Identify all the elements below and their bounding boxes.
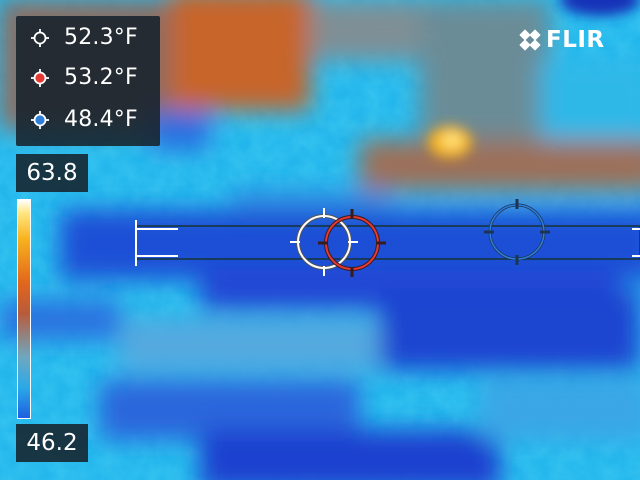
readouts-panel: 52.3°F 53.2°F 48.4°F: [16, 16, 160, 146]
hot-spot-icon: [31, 69, 49, 87]
reading-spot-3[interactable]: 48.4°F: [16, 100, 160, 140]
reading-value: 53.2°F: [64, 65, 138, 90]
scale-min-value: 46.2: [26, 430, 78, 456]
flir-diamond-icon: [519, 29, 541, 51]
cold-spot-icon: [31, 111, 49, 129]
reading-spot-2[interactable]: 53.2°F: [16, 58, 160, 98]
flir-logo: FLIR: [518, 24, 618, 56]
color-scale-bar: [17, 199, 31, 419]
reading-value: 52.3°F: [64, 25, 138, 50]
flir-logo-text: FLIR: [546, 27, 605, 53]
crosshair-icon: [31, 29, 49, 47]
scale-max-label: 63.8: [16, 154, 88, 192]
reading-spot-1[interactable]: 52.3°F: [16, 18, 160, 58]
reading-value: 48.4°F: [64, 107, 138, 132]
cold-spot-marker[interactable]: [484, 199, 550, 265]
scale-max-value: 63.8: [26, 160, 78, 186]
hot-spot-marker[interactable]: [318, 209, 386, 277]
scale-min-label: 46.2: [16, 424, 88, 462]
center-spot-marker[interactable]: [290, 208, 358, 276]
measurement-line-box[interactable]: [135, 220, 640, 266]
